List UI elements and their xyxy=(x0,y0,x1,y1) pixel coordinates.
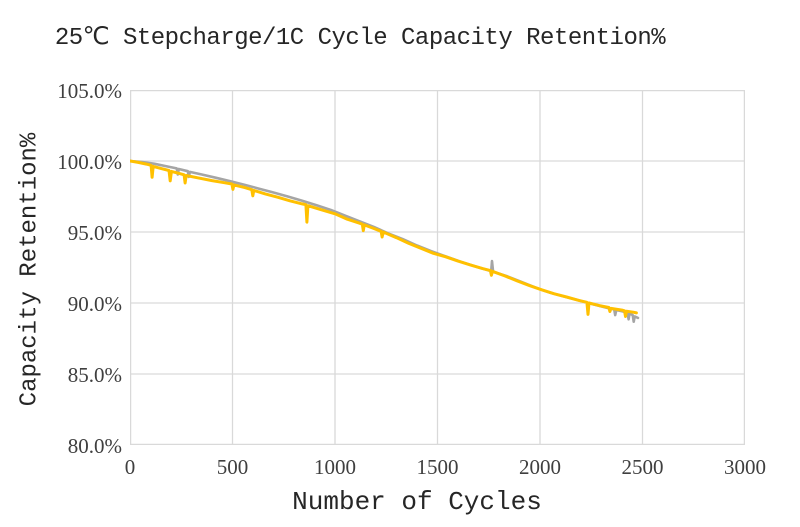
x-tick-label: 3000 xyxy=(724,455,766,479)
x-tick-label: 2500 xyxy=(621,455,664,479)
yellow-series xyxy=(130,159,638,318)
plot-area xyxy=(130,90,745,445)
x-tick-label: 0 xyxy=(124,455,136,479)
y-tick-label: 85.0% xyxy=(67,363,122,387)
x-tick-label: 2000 xyxy=(519,455,561,479)
y-tick-label: 95.0% xyxy=(67,221,122,245)
y-tick-label: 80.0% xyxy=(67,434,122,458)
y-tick-label: 105.0% xyxy=(57,79,122,103)
x-tick-label: 1000 xyxy=(314,455,356,479)
chart-title: 25℃ Stepcharge/1C Cycle Capacity Retenti… xyxy=(54,25,666,52)
y-tick-label: 90.0% xyxy=(67,292,122,316)
gray-series xyxy=(130,159,640,323)
y-tick-label: 100.0% xyxy=(57,150,122,174)
x-axis-title: Number of Cycles xyxy=(292,487,542,517)
x-tick-label: 1500 xyxy=(416,455,459,479)
x-tick-label: 500 xyxy=(216,455,249,479)
plot-border xyxy=(130,90,745,445)
